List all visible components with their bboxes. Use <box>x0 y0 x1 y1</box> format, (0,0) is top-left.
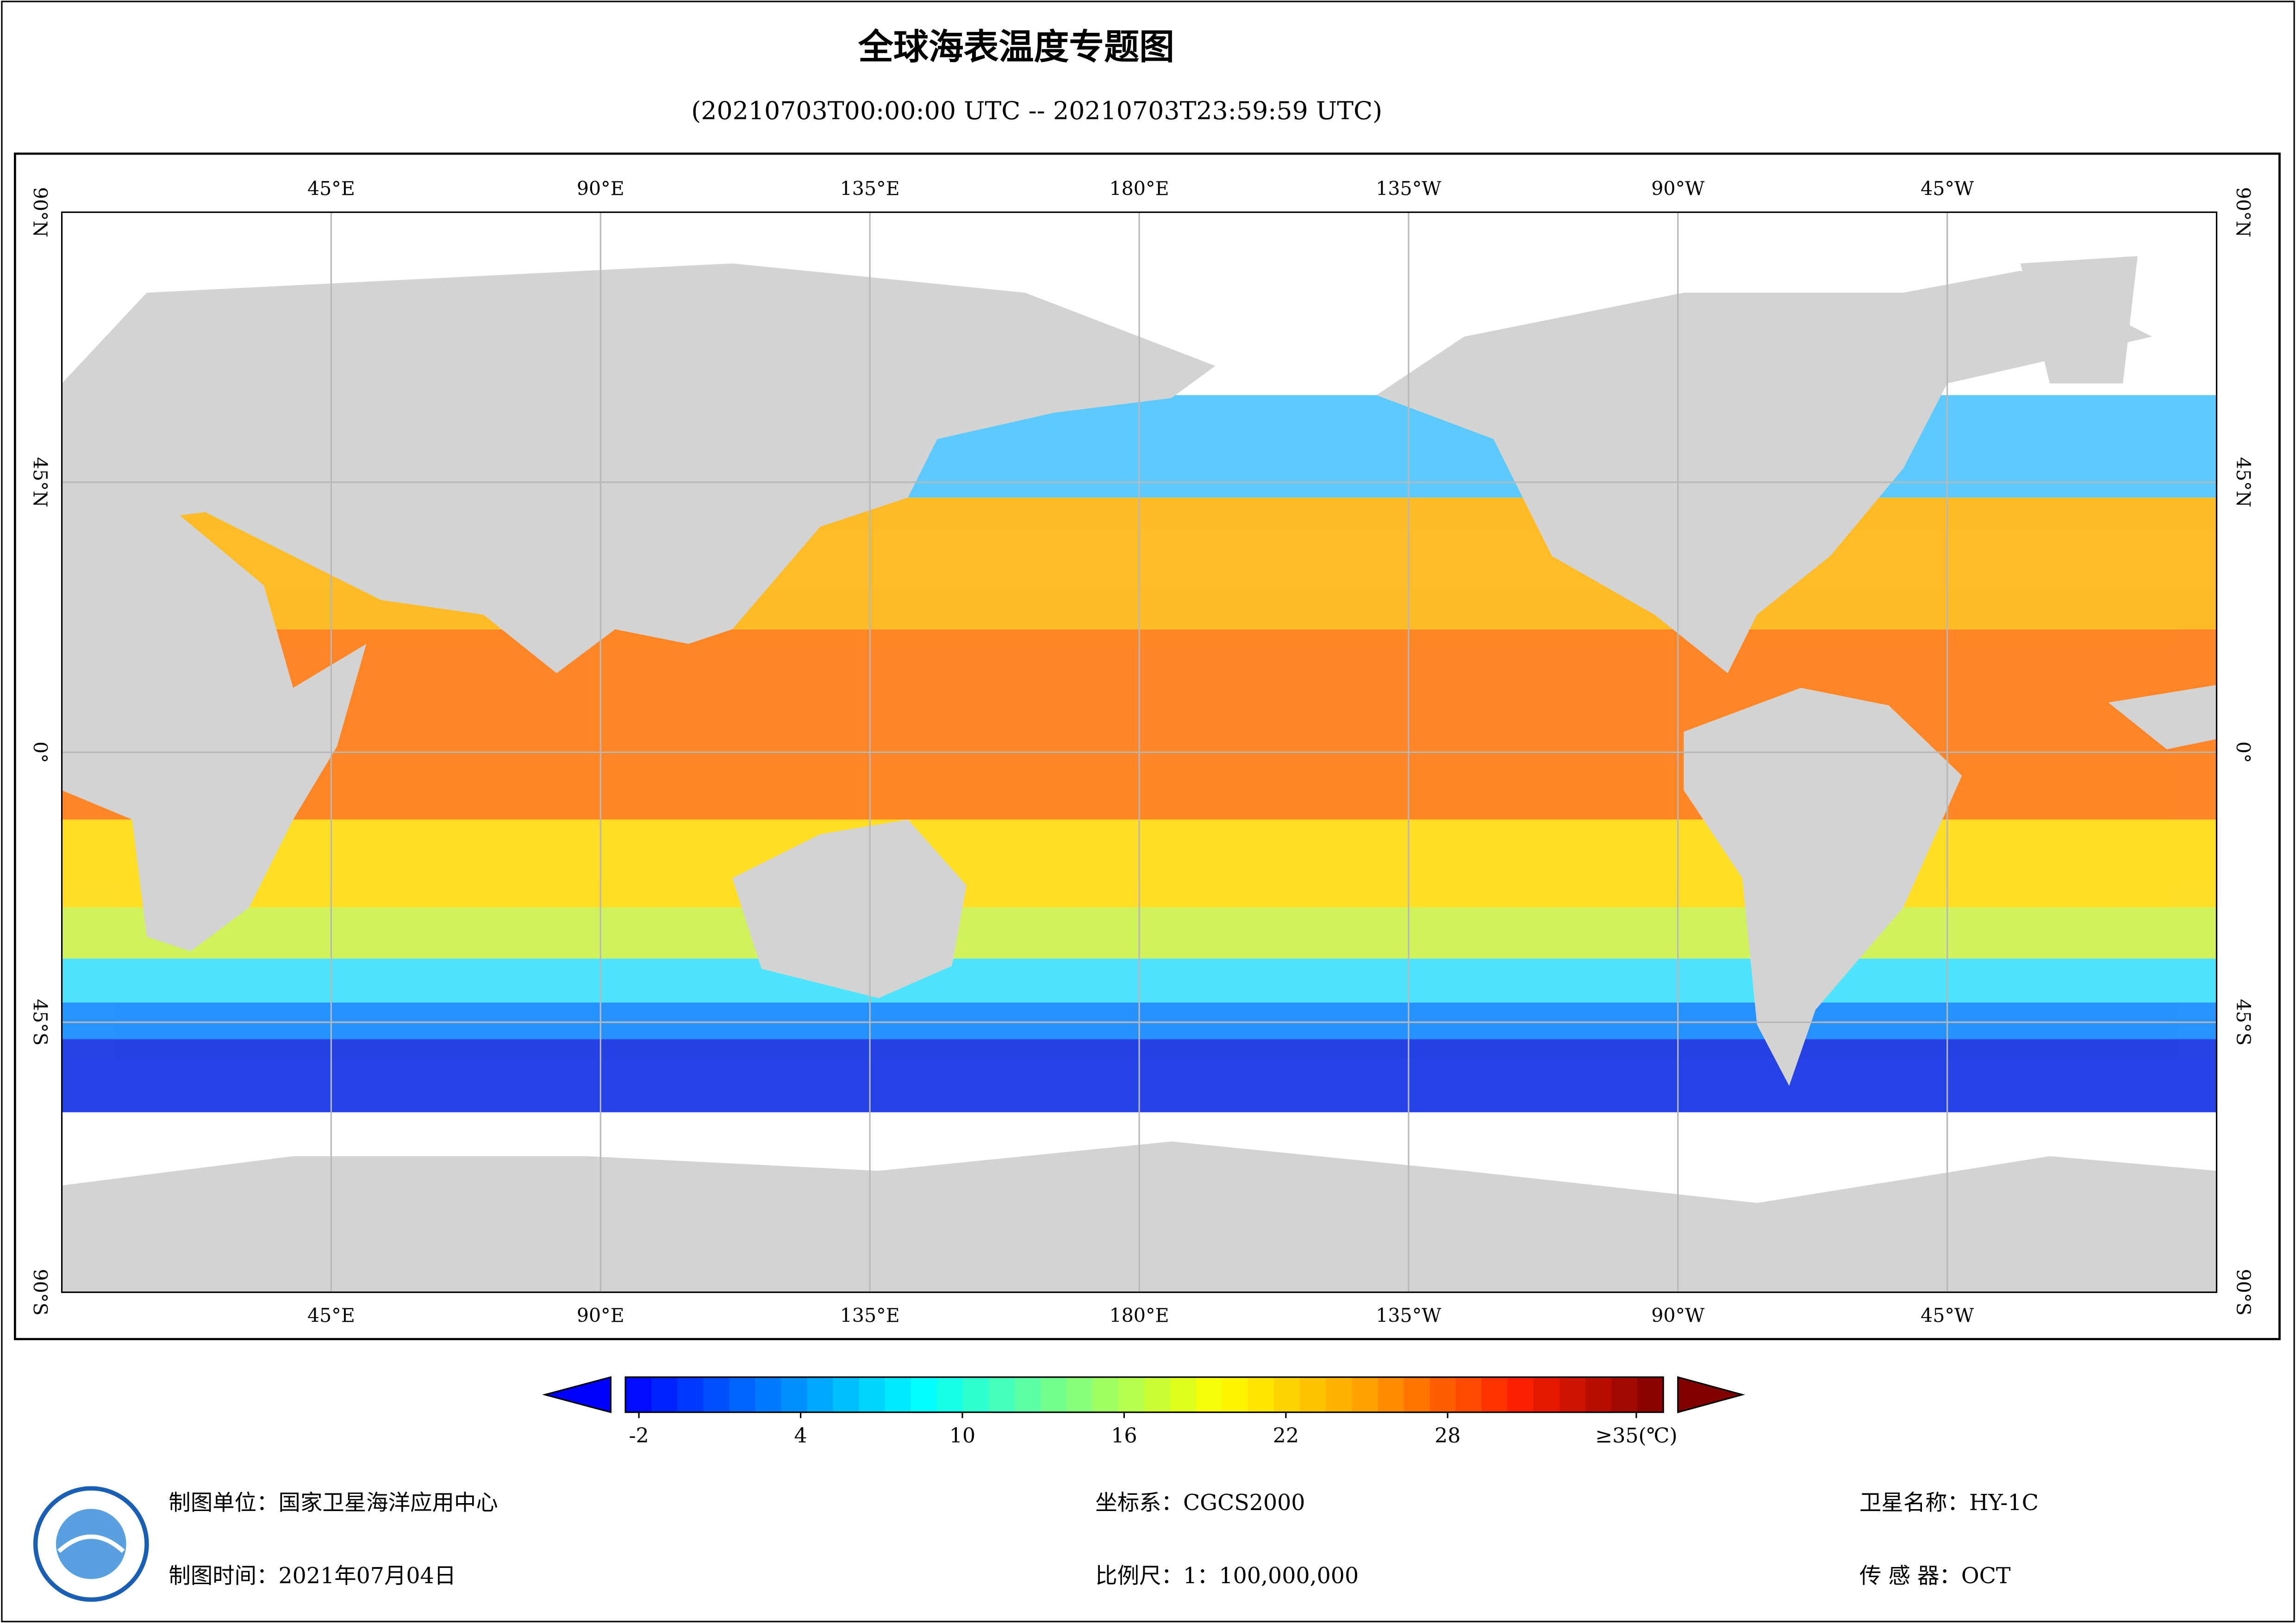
colorbar-step <box>1118 1377 1145 1412</box>
colorbar-step <box>1092 1377 1119 1412</box>
colorbar-step <box>1326 1377 1353 1412</box>
colorbar-step <box>936 1377 964 1412</box>
footer-satellite: 卫星名称：HY-1C <box>1859 1490 2039 1516</box>
colorbar-step <box>1196 1377 1223 1412</box>
colorbar-tick-label: 22 <box>1273 1424 1299 1448</box>
lon-label-top: 90°W <box>1651 178 1705 200</box>
lat-label-left: 90°N <box>29 187 51 237</box>
graticule <box>62 212 2217 1293</box>
colorbar-step <box>625 1377 652 1412</box>
lat-label-left: 90°S <box>29 1269 51 1316</box>
colorbar-step <box>1404 1377 1431 1412</box>
footer-crs: 坐标系：CGCS2000 <box>1095 1490 1305 1516</box>
lon-label-bottom: 135°W <box>1376 1305 1441 1327</box>
colorbar-step <box>1170 1377 1197 1412</box>
colorbar-border <box>624 1376 1664 1413</box>
lon-label-bottom: 135°E <box>840 1305 900 1327</box>
colorbar-step <box>729 1377 756 1412</box>
lat-label-right: 45°S <box>2232 999 2254 1045</box>
footer-unit: 制图单位：国家卫星海洋应用中心 <box>168 1490 498 1516</box>
lon-label-bottom: 90°E <box>577 1305 624 1327</box>
colorbar-step <box>1274 1377 1301 1412</box>
colorbar-step <box>1144 1377 1171 1412</box>
colorbar-tick-label: -2 <box>629 1424 649 1448</box>
map-border <box>61 211 2218 1293</box>
lat-label-right: 45°N <box>2232 457 2254 508</box>
colorbar-tick-label: 16 <box>1111 1424 1137 1448</box>
logo <box>33 1486 149 1602</box>
lon-label-top: 45°W <box>1921 178 1974 200</box>
subtitle: (20210703T00:00:00 UTC -- 20210703T23:59… <box>691 96 1382 125</box>
colorbar-step <box>677 1377 704 1412</box>
colorbar-step <box>703 1377 730 1412</box>
lon-label-bottom: 45°E <box>307 1305 355 1327</box>
colorbar-step <box>1014 1377 1042 1412</box>
lat-label-right: 90°S <box>2232 1269 2254 1316</box>
colorbar-tick-label: 28 <box>1435 1424 1460 1448</box>
footer-date: 制图时间：2021年07月04日 <box>168 1563 456 1589</box>
colorbar-step <box>1455 1377 1483 1412</box>
colorbar-step <box>988 1377 1016 1412</box>
colorbar-step <box>1300 1377 1327 1412</box>
lat-label-right: 0° <box>2232 741 2254 763</box>
colorbar-step <box>755 1377 782 1412</box>
colorbar-step <box>885 1377 912 1412</box>
colorbar-step <box>1378 1377 1405 1412</box>
lat-label-left: 45°N <box>29 457 51 508</box>
colorbar-step <box>1222 1377 1249 1412</box>
colorbar-step <box>1352 1377 1379 1412</box>
lon-label-top: 90°E <box>577 178 624 200</box>
colorbar-step <box>651 1377 678 1412</box>
map-body <box>62 212 2217 1293</box>
lat-label-left: 45°S <box>29 999 51 1045</box>
colorbar-step <box>1507 1377 1535 1412</box>
footer-scale: 比例尺：1：100,000,000 <box>1095 1563 1359 1589</box>
colorbar-step <box>807 1377 834 1412</box>
lon-label-bottom: 180°E <box>1110 1305 1169 1327</box>
colorbar-step <box>1559 1377 1586 1412</box>
lat-label-left: 0° <box>29 741 51 763</box>
lon-label-top: 135°W <box>1376 178 1441 200</box>
colorbar-step <box>833 1377 860 1412</box>
map-frame <box>14 152 2281 1340</box>
colorbar-step <box>1585 1377 1612 1412</box>
colorbar-tick-label: ≥35(℃) <box>1595 1424 1677 1448</box>
lon-label-top: 180°E <box>1110 178 1169 200</box>
colorbar-step <box>1637 1377 1664 1412</box>
colorbar-tick-label: 4 <box>794 1424 807 1448</box>
lon-label-bottom: 45°W <box>1921 1305 1974 1327</box>
colorbar-step <box>1481 1377 1509 1412</box>
lat-label-right: 90°N <box>2232 187 2254 237</box>
colorbar-step <box>962 1377 990 1412</box>
lon-label-top: 45°E <box>307 178 355 200</box>
title: 全球海表温度专题图 <box>858 26 1174 68</box>
colorbar-arrow-low <box>542 1376 612 1413</box>
colorbar-step <box>911 1377 938 1412</box>
lon-label-top: 135°E <box>840 178 900 200</box>
colorbar-step <box>1066 1377 1093 1412</box>
colorbar-step <box>1429 1377 1457 1412</box>
colorbar-step <box>859 1377 886 1412</box>
colorbar-step <box>781 1377 808 1412</box>
colorbar-step <box>1040 1377 1067 1412</box>
colorbar-tick-label: 10 <box>949 1424 975 1448</box>
colorbar-step <box>1533 1377 1560 1412</box>
footer-sensor: 传 感 器：OCT <box>1859 1563 2011 1589</box>
lon-label-bottom: 90°W <box>1651 1305 1705 1327</box>
colorbar-step <box>1611 1377 1638 1412</box>
colorbar-step <box>1248 1377 1275 1412</box>
colorbar-arrow-high <box>1677 1376 1745 1413</box>
